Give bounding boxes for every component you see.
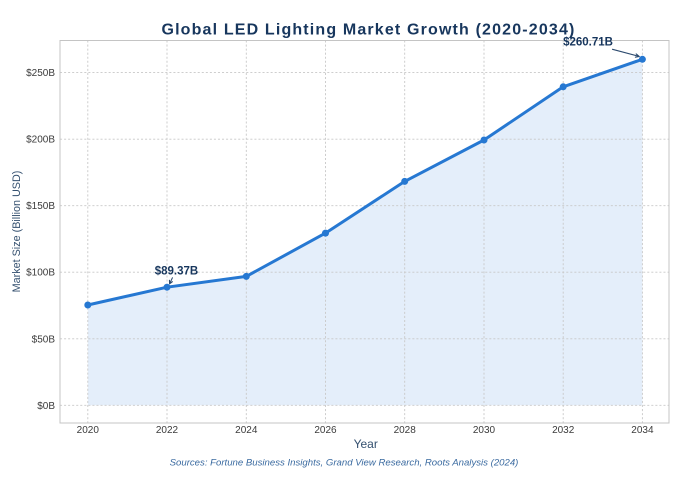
svg-text:2020: 2020	[77, 425, 100, 436]
svg-text:Year: Year	[354, 437, 378, 451]
svg-text:$50B: $50B	[32, 334, 56, 345]
svg-text:2022: 2022	[156, 425, 179, 436]
svg-text:$250B: $250B	[26, 68, 55, 79]
svg-text:2030: 2030	[473, 425, 496, 436]
svg-text:2028: 2028	[394, 425, 417, 436]
svg-text:$200B: $200B	[26, 135, 55, 146]
svg-text:Market Size (Billion USD): Market Size (Billion USD)	[11, 171, 23, 293]
svg-text:2024: 2024	[235, 425, 258, 436]
svg-text:2026: 2026	[314, 425, 337, 436]
svg-text:Sources: Fortune Business Insi: Sources: Fortune Business Insights, Gran…	[170, 458, 519, 469]
svg-text:$89.37B: $89.37B	[155, 265, 198, 277]
svg-text:$100B: $100B	[26, 268, 55, 279]
svg-text:2034: 2034	[631, 425, 654, 436]
svg-text:$260.71B: $260.71B	[563, 36, 613, 48]
svg-text:2032: 2032	[552, 425, 575, 436]
svg-text:Global LED Lighting Market Gro: Global LED Lighting Market Growth (2020-…	[161, 22, 575, 39]
svg-text:$150B: $150B	[26, 201, 55, 212]
svg-text:$0B: $0B	[37, 401, 55, 412]
